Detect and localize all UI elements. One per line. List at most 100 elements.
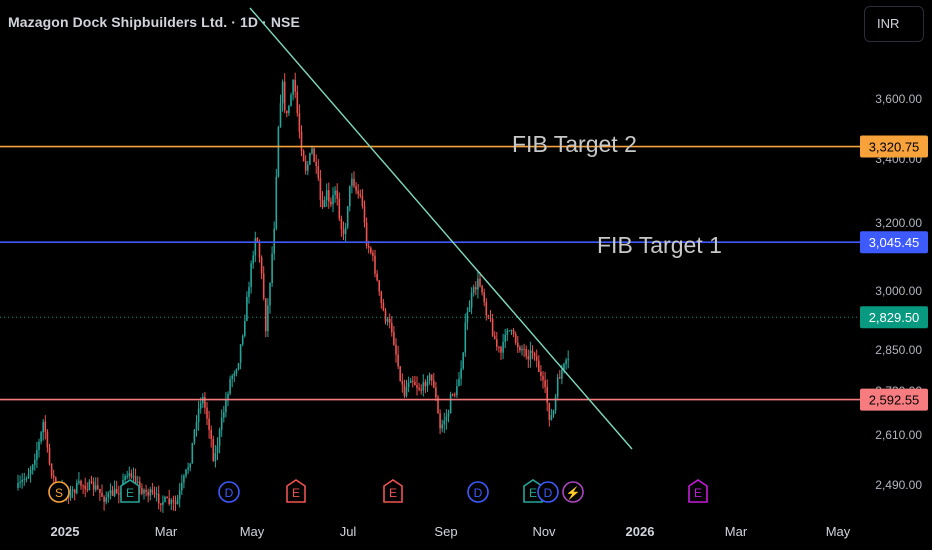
candle-body [21,479,23,482]
candle-body [428,374,431,381]
candle-body [496,339,498,347]
candle-body [273,228,275,254]
candle-body [441,424,443,429]
candle-body [538,360,540,372]
candle-body [561,369,563,379]
fib2-price-label: 3,320.75 [869,140,920,155]
candle-body [176,498,179,505]
candle-body [132,476,135,478]
candle-body [313,148,315,162]
event-marker-letter: E [292,486,300,500]
candle-body [288,106,290,113]
candle-body [227,393,229,400]
candle-body [271,253,273,284]
event-marker[interactable]: E [286,479,306,503]
event-marker-circle [218,481,240,503]
candle-body [458,378,460,387]
candle-body [92,481,95,490]
candle-body [187,467,189,470]
candle-body [512,330,515,334]
candle-body [506,330,509,335]
x-tick-label: May [240,524,265,539]
candle-body [426,380,429,387]
support-price-label-bg [860,388,928,411]
candle-body [258,241,261,258]
candle-body [164,496,166,502]
candle-body [302,150,305,162]
candle-body [283,81,286,111]
event-marker[interactable]: E [120,479,140,503]
candle-body [384,310,387,322]
candle-body [105,497,107,502]
candle-body [420,389,422,391]
candle-body [178,490,181,499]
candle-body [252,255,254,264]
candle-body [50,463,53,476]
candle-body [71,489,74,492]
event-marker[interactable]: E [383,479,403,503]
candle-body [332,195,334,205]
candle-body [430,374,433,381]
event-marker[interactable]: E [688,479,708,503]
event-marker[interactable]: S [48,481,70,503]
currency-button[interactable]: INR [864,6,924,42]
candle-body [69,491,72,498]
candle-body [197,408,200,423]
event-marker[interactable]: ⚡ [562,481,584,503]
trend-line[interactable] [249,7,633,450]
candle-body [376,273,378,281]
candle-body [185,469,187,476]
candle-body [550,415,553,420]
candle-body [502,341,504,353]
candle-body [363,206,366,223]
candle-body [319,178,322,201]
event-marker-shield [286,479,306,503]
candle-body [315,161,317,167]
candle-body [46,431,49,448]
x-tick-label: Mar [155,524,178,539]
candle-body [351,178,353,186]
candle-body [311,148,313,154]
chart-title: Mazagon Dock Shipbuilders Ltd. · 1D · NS… [8,14,300,30]
candle-body [244,320,246,336]
candle-body [130,473,133,478]
candle-body [533,353,536,357]
candle-body [407,382,410,388]
candle-body [514,333,517,343]
candle-body [279,103,282,128]
y-tick-label: 2,490.00 [875,478,922,492]
event-marker[interactable]: D [537,481,559,503]
candle-body [422,381,425,391]
candle-body [317,166,320,179]
x-tick-label: 2026 [626,524,655,539]
candle-body [466,311,469,323]
candle-body [265,298,267,332]
candle-body [225,399,227,413]
candle-body [292,79,294,95]
event-marker[interactable]: D [218,481,240,503]
candle-body [548,402,551,420]
candle-body [281,81,284,104]
fib2-price-label-bg [860,135,928,158]
candle-body [229,379,231,394]
candle-body [365,222,368,246]
candle-body [277,127,280,177]
event-marker[interactable]: D [467,481,489,503]
candle-body [359,194,362,197]
candle-body [498,346,500,348]
candle-body [128,473,131,476]
fib-target-1-label: FIB Target 1 [597,232,722,258]
candle-body [374,255,376,274]
candle-body [145,489,147,492]
candle-body [237,363,240,370]
candle-body [212,438,215,462]
candle-body [542,375,544,381]
candle-body [475,287,477,290]
candle-body [233,373,236,376]
candle-body [36,450,38,460]
candle-body [90,481,93,483]
candle-body [218,429,221,447]
x-tick-label: 2025 [51,524,80,539]
